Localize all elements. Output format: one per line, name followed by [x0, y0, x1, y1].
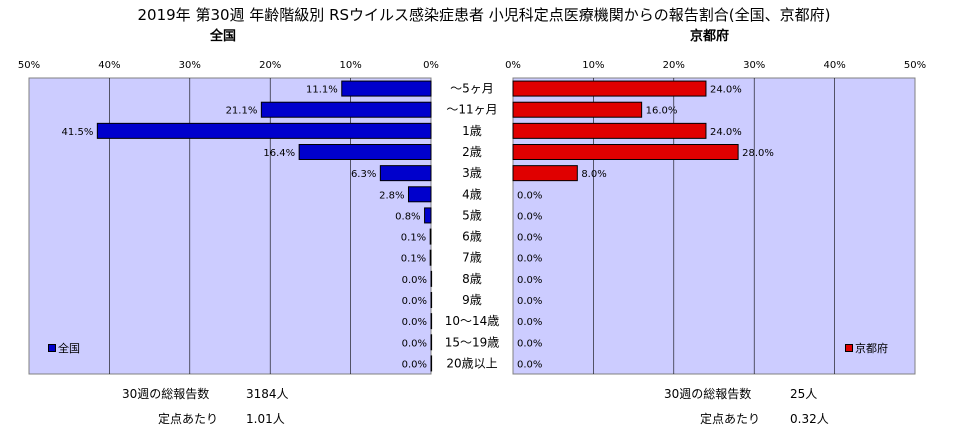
national-bar: [430, 334, 433, 351]
national-data-label: 0.1%: [401, 233, 426, 244]
category-label: 10～14歳: [445, 314, 500, 328]
legend-kyoto: 京都府: [845, 340, 888, 356]
national-data-label: 21.1%: [226, 106, 258, 117]
kyoto-bar: [512, 122, 707, 139]
legend-swatch-kyoto: [845, 344, 853, 352]
kyoto-x-tick-label: 10%: [582, 60, 604, 71]
national-per-value: 1.01人: [246, 412, 285, 426]
kyoto-data-label: 0.0%: [517, 254, 542, 265]
national-bar: [430, 270, 433, 287]
category-label: 20歳以上: [446, 356, 497, 370]
national-x-tick-label: 30%: [179, 60, 201, 71]
category-label: 6歳: [462, 230, 482, 244]
kyoto-per-label: 定点あたり: [700, 412, 761, 426]
national-bar: [341, 80, 432, 97]
kyoto-data-label: 24.0%: [710, 127, 742, 138]
national-data-label: 0.0%: [402, 296, 427, 307]
kyoto-bar: [512, 101, 643, 118]
national-per-label: 定点あたり: [158, 412, 219, 426]
national-data-label: 0.0%: [402, 317, 427, 328]
category-label: 3歳: [462, 166, 482, 180]
national-total-label: 30週の総報告数: [122, 387, 210, 401]
national-bar: [430, 292, 433, 308]
national-bar: [430, 313, 433, 330]
category-label: ～11ヶ月: [446, 103, 497, 117]
national-data-label: 0.8%: [395, 211, 420, 222]
kyoto-total-value: 25人: [790, 387, 818, 401]
kyoto-panel-title: 京都府: [690, 29, 730, 44]
category-label: 9歳: [462, 293, 482, 307]
national-bar: [407, 186, 432, 203]
category-label: 2歳: [462, 145, 482, 159]
category-label: 5歳: [462, 208, 482, 222]
kyoto-x-tick-label: 20%: [663, 60, 685, 71]
national-total-value: 3184人: [246, 387, 289, 401]
national-data-label: 11.1%: [306, 85, 338, 96]
kyoto-x-tick-label: 40%: [823, 60, 845, 71]
kyoto-data-label: 16.0%: [646, 106, 678, 117]
kyoto-data-label: 0.0%: [517, 190, 542, 201]
chart-title: 2019年 第30週 年齢階級別 RSウイルス感染症患者 小児科定点医療機関から…: [137, 6, 831, 24]
kyoto-x-tick-label: 50%: [904, 60, 926, 71]
national-x-tick-label: 40%: [98, 60, 120, 71]
kyoto-data-label: 0.0%: [517, 317, 542, 328]
legend-national: 全国: [48, 340, 80, 356]
legend-label-kyoto: 京都府: [855, 342, 888, 355]
kyoto-x-tick-label: 0%: [505, 60, 521, 71]
national-x-tick-label: 0%: [423, 60, 439, 71]
national-panel-title: 全国: [210, 29, 237, 44]
national-bar: [96, 122, 432, 139]
kyoto-bar: [512, 80, 707, 97]
legend-label-national: 全国: [58, 342, 80, 355]
category-label: 1歳: [462, 124, 482, 138]
kyoto-data-label: 8.0%: [581, 169, 606, 180]
kyoto-data-label: 0.0%: [517, 296, 542, 307]
category-label: 8歳: [462, 272, 482, 286]
national-data-label: 0.1%: [401, 254, 426, 265]
kyoto-data-label: 0.0%: [517, 338, 542, 349]
national-bar: [429, 228, 432, 245]
national-data-label: 0.0%: [402, 338, 427, 349]
kyoto-plot-area: [512, 77, 916, 375]
category-label: 15～19歳: [445, 335, 500, 349]
category-label: 7歳: [462, 251, 482, 265]
kyoto-bar: [512, 144, 739, 160]
kyoto-per-value: 0.32人: [790, 412, 829, 426]
national-x-tick-label: 20%: [259, 60, 281, 71]
kyoto-data-label: 0.0%: [517, 233, 542, 244]
national-data-label: 16.4%: [263, 148, 295, 159]
national-bar: [430, 355, 433, 372]
national-data-label: 0.0%: [402, 275, 427, 286]
national-bar: [424, 207, 432, 224]
national-data-label: 0.0%: [402, 359, 427, 370]
national-plot-area: [28, 77, 432, 375]
national-x-tick-label: 50%: [18, 60, 40, 71]
category-label: 4歳: [462, 187, 482, 201]
national-data-label: 2.8%: [379, 190, 404, 201]
national-data-label: 41.5%: [62, 127, 94, 138]
kyoto-data-label: 0.0%: [517, 211, 542, 222]
kyoto-total-label: 30週の総報告数: [664, 387, 752, 401]
kyoto-bar: [512, 165, 578, 182]
national-data-label: 6.3%: [351, 169, 376, 180]
national-bar: [379, 165, 432, 182]
kyoto-x-tick-label: 30%: [743, 60, 765, 71]
national-bar: [260, 101, 432, 118]
national-x-tick-label: 10%: [339, 60, 361, 71]
legend-swatch-national: [48, 344, 56, 352]
kyoto-data-label: 0.0%: [517, 275, 542, 286]
national-bar: [298, 144, 432, 160]
kyoto-data-label: 0.0%: [517, 359, 542, 370]
category-label: ～5ヶ月: [450, 82, 494, 96]
kyoto-data-label: 24.0%: [710, 85, 742, 96]
national-bar: [429, 249, 432, 266]
kyoto-data-label: 28.0%: [742, 148, 774, 159]
